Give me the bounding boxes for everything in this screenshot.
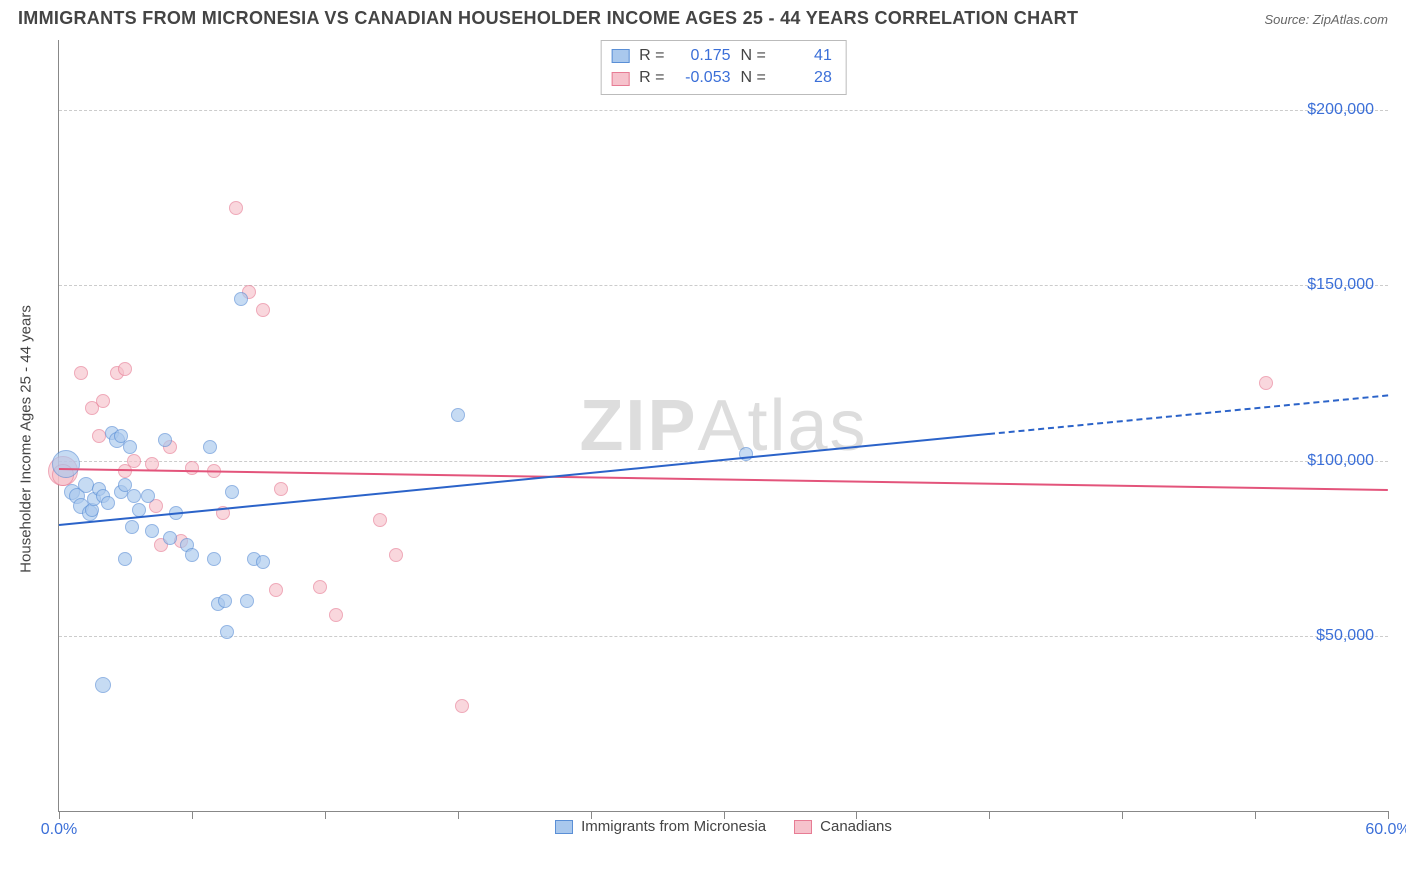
gridline (59, 285, 1388, 286)
data-point-a (163, 531, 177, 545)
data-point-a (256, 555, 270, 569)
data-point-b (74, 366, 88, 380)
swatch-series-a (611, 49, 629, 63)
data-point-a (234, 292, 248, 306)
data-point-a (218, 594, 232, 608)
data-point-a (125, 520, 139, 534)
data-point-a (118, 552, 132, 566)
data-point-a (203, 440, 217, 454)
scatter-plot: ZIPAtlas R = 0.175 N = 41 R = -0.053 N =… (58, 40, 1388, 812)
data-point-a (207, 552, 221, 566)
stats-legend: R = 0.175 N = 41 R = -0.053 N = 28 (600, 40, 847, 95)
data-point-b (313, 580, 327, 594)
data-point-b (229, 201, 243, 215)
gridline (59, 110, 1388, 111)
data-point-a (123, 440, 137, 454)
x-tick (1255, 811, 1256, 819)
y-tick-label: $200,000 (1307, 101, 1374, 119)
data-point-a (132, 503, 146, 517)
data-point-a (101, 496, 115, 510)
data-point-b (373, 513, 387, 527)
x-tick (59, 811, 60, 819)
x-tick (458, 811, 459, 819)
data-point-a (141, 489, 155, 503)
bottom-legend: Immigrants from Micronesia Canadians (59, 818, 1388, 835)
x-tick (591, 811, 592, 819)
data-point-b (274, 482, 288, 496)
data-point-b (256, 303, 270, 317)
x-axis-label: 0.0% (41, 821, 77, 839)
x-tick (192, 811, 193, 819)
x-tick (724, 811, 725, 819)
data-point-b (455, 699, 469, 713)
x-tick (325, 811, 326, 819)
data-point-a (185, 548, 199, 562)
legend-label-b: Canadians (820, 818, 892, 835)
swatch-series-b (794, 820, 812, 834)
x-axis-label: 60.0% (1365, 821, 1406, 839)
y-tick-label: $150,000 (1307, 276, 1374, 294)
data-point-a (52, 450, 80, 478)
data-point-b (269, 583, 283, 597)
n-label: N = (741, 45, 766, 67)
x-tick (1388, 811, 1389, 819)
data-point-b (96, 394, 110, 408)
trend-line (59, 433, 989, 526)
legend-item-b: Canadians (794, 818, 892, 835)
data-point-b (1259, 376, 1273, 390)
r-label: R = (639, 67, 664, 89)
source-label: Source: ZipAtlas.com (1264, 12, 1388, 27)
data-point-a (240, 594, 254, 608)
data-point-a (95, 677, 111, 693)
data-point-a (78, 477, 94, 493)
gridline (59, 636, 1388, 637)
x-tick (1122, 811, 1123, 819)
swatch-series-b (611, 72, 629, 86)
y-tick-label: $100,000 (1307, 452, 1374, 470)
data-point-a (145, 524, 159, 538)
data-point-b (185, 461, 199, 475)
stats-row-b: R = -0.053 N = 28 (611, 67, 832, 89)
data-point-b (329, 608, 343, 622)
n-label: N = (741, 67, 766, 89)
data-point-b (389, 548, 403, 562)
data-point-b (127, 454, 141, 468)
data-point-a (127, 489, 141, 503)
data-point-b (92, 429, 106, 443)
swatch-series-a (555, 820, 573, 834)
n-value-b: 28 (776, 67, 832, 89)
watermark: ZIPAtlas (579, 385, 867, 467)
stats-row-a: R = 0.175 N = 41 (611, 45, 832, 67)
data-point-a (451, 408, 465, 422)
x-tick (989, 811, 990, 819)
legend-item-a: Immigrants from Micronesia (555, 818, 766, 835)
data-point-b (118, 362, 132, 376)
chart-title: IMMIGRANTS FROM MICRONESIA VS CANADIAN H… (18, 8, 1078, 29)
n-value-a: 41 (776, 45, 832, 67)
trend-line (989, 394, 1388, 435)
data-point-a (225, 485, 239, 499)
data-point-a (220, 625, 234, 639)
r-label: R = (639, 45, 664, 67)
trend-line (59, 468, 1388, 491)
x-tick (856, 811, 857, 819)
r-value-b: -0.053 (675, 67, 731, 89)
y-tick-label: $50,000 (1316, 627, 1374, 645)
legend-label-a: Immigrants from Micronesia (581, 818, 766, 835)
r-value-a: 0.175 (675, 45, 731, 67)
data-point-a (158, 433, 172, 447)
y-axis-label: Householder Income Ages 25 - 44 years (18, 305, 35, 573)
